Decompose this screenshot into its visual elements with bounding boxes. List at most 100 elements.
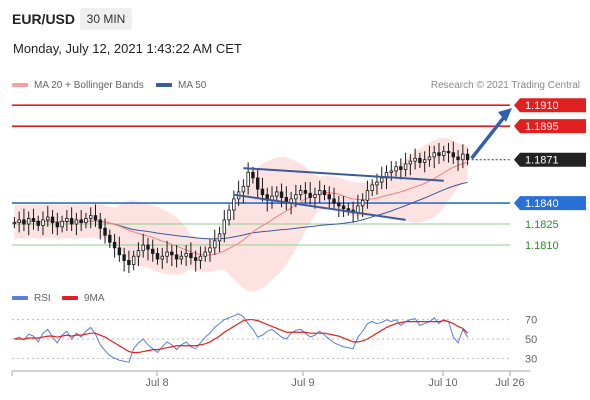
- candle-body: [322, 190, 327, 196]
- candle-body: [341, 205, 346, 210]
- pair-title: EUR/USD: [12, 11, 76, 27]
- candle-body: [246, 171, 250, 187]
- candle-body: [389, 170, 393, 173]
- legend-ma20: MA 20 + Bollinger Bands: [12, 80, 144, 91]
- ma50-swatch: [156, 83, 172, 88]
- candle-body: [136, 250, 141, 257]
- x-tick-label: Jul 10: [428, 377, 457, 389]
- level-label-1.1871: 1.1871: [525, 155, 559, 167]
- candle-body: [122, 254, 126, 261]
- candle-body: [399, 166, 403, 170]
- candle-body: [60, 220, 64, 228]
- rsi-swatch: [12, 296, 28, 301]
- candle-body: [408, 160, 413, 165]
- candle-body: [50, 216, 55, 224]
- candle-body: [98, 219, 102, 229]
- candle-body: [55, 222, 60, 228]
- candle-body: [437, 152, 441, 156]
- legend-9ma: 9MA: [62, 293, 105, 304]
- candle-body: [427, 156, 432, 161]
- timeframe-button[interactable]: 30 MIN: [80, 8, 132, 30]
- candle-body: [442, 150, 446, 156]
- candle-body: [160, 255, 164, 260]
- level-tag-1.1871: [514, 152, 586, 167]
- candle-body: [446, 150, 451, 154]
- candle-body: [46, 216, 50, 221]
- ma9-swatch: [62, 296, 78, 301]
- level-label-1.1910: 1.1910: [525, 100, 559, 112]
- legend-ma20-label: MA 20 + Bollinger Bands: [34, 80, 144, 91]
- rsi-line: [14, 313, 469, 363]
- legend-rsi-label: RSI: [34, 293, 51, 304]
- candle-body: [74, 219, 79, 225]
- candle-body: [174, 254, 179, 260]
- candle-body: [213, 240, 217, 249]
- candle-body: [432, 152, 436, 158]
- x-tick-label: Jul 8: [145, 377, 168, 389]
- level-label-1.1825: 1.1825: [525, 219, 559, 231]
- candle-body: [179, 255, 184, 260]
- candle-body: [41, 219, 45, 226]
- channel-upper-line: [243, 167, 444, 182]
- candle-body: [298, 190, 303, 196]
- candle-body: [89, 215, 93, 219]
- candle-body: [227, 209, 231, 221]
- candle-body: [189, 253, 193, 259]
- candle-body: [370, 184, 374, 191]
- candle-body: [117, 247, 122, 256]
- candle-body: [108, 234, 112, 243]
- candle-body: [318, 190, 322, 196]
- candle-body: [12, 222, 17, 225]
- candle-body: [327, 194, 331, 200]
- candle-body: [112, 241, 117, 249]
- candle-body: [332, 198, 336, 204]
- legend-ma50: MA 50: [156, 80, 206, 91]
- level-tag-1.1840: [514, 196, 586, 211]
- legend-rsi: RSI: [12, 293, 51, 304]
- candle-body: [251, 171, 255, 179]
- candle-body: [222, 219, 227, 235]
- candle-body: [403, 163, 408, 170]
- candle-body: [84, 218, 88, 224]
- candle-body: [422, 159, 427, 163]
- forecast-arrow: [470, 111, 510, 160]
- rsi-tick-label: 70: [525, 315, 537, 327]
- candle-body: [360, 199, 365, 207]
- channel-lower-line: [233, 193, 406, 221]
- candle-body: [203, 251, 207, 257]
- candle-body: [217, 233, 222, 242]
- candle-body: [198, 255, 203, 261]
- ma20-swatch: [12, 83, 28, 88]
- level-label-1.1810: 1.1810: [525, 240, 559, 252]
- candle-body: [69, 218, 74, 225]
- legend-9ma-label: 9MA: [84, 293, 105, 304]
- candle-body: [184, 253, 188, 257]
- candle-body: [451, 152, 456, 158]
- candle-body: [365, 190, 370, 201]
- credit-text: Research © 2021 Trading Central: [430, 80, 580, 91]
- candle-body: [380, 177, 384, 183]
- candle-body: [26, 218, 31, 225]
- candle-body: [17, 219, 21, 224]
- candle-body: [337, 202, 341, 207]
- level-label-1.1895: 1.1895: [525, 121, 559, 133]
- ma20-line: [14, 161, 468, 256]
- candle-body: [394, 166, 398, 172]
- candle-body: [456, 156, 460, 161]
- level-label-1.1840: 1.1840: [525, 198, 559, 210]
- candle-body: [22, 219, 26, 225]
- candle-body: [413, 157, 417, 162]
- candle-body: [346, 208, 351, 211]
- candle-body: [375, 181, 379, 186]
- legend-ma50-label: MA 50: [178, 80, 207, 91]
- level-tag-1.1910: [514, 98, 586, 113]
- rsi-ma9-line: [14, 319, 469, 354]
- timestamp: Monday, July 12, 2021 1:43:22 AM CET: [13, 41, 242, 56]
- forecast-arrowhead: [498, 107, 512, 122]
- candle-body: [79, 219, 83, 224]
- rsi-tick-label: 30: [525, 353, 537, 365]
- x-tick-label: Jul 26: [495, 377, 524, 389]
- candle-body: [260, 188, 265, 196]
- candle-body: [279, 191, 284, 198]
